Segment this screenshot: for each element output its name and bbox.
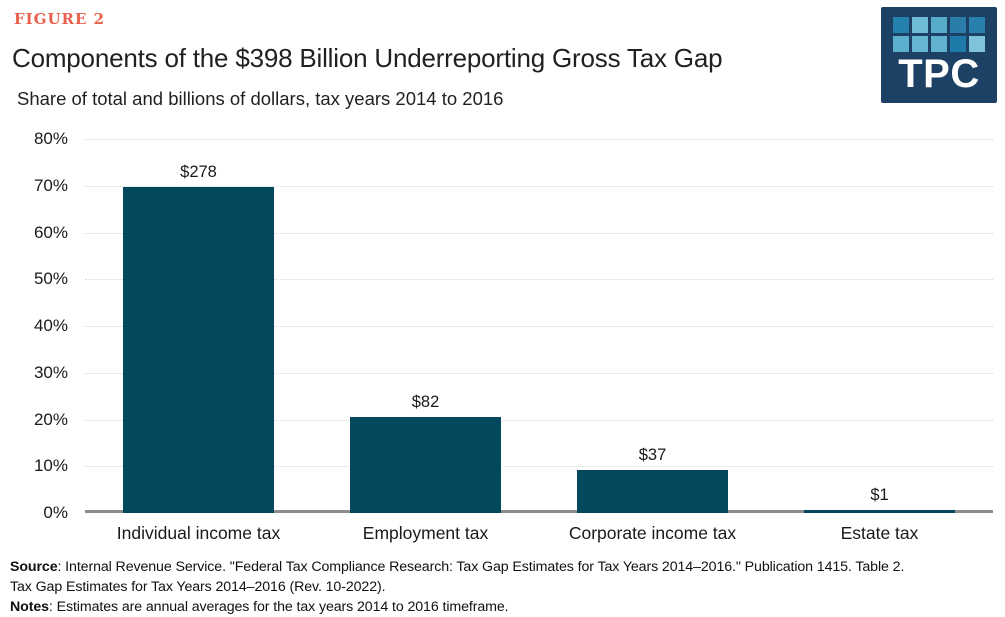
gridline-60 <box>85 232 993 234</box>
logo-square-r1-c0 <box>893 36 909 52</box>
bar-individual-income-tax <box>123 186 274 513</box>
x-axis-category-label-estate-tax: Estate tax <box>840 523 919 543</box>
y-axis-tick-label-0: 0% <box>43 503 68 522</box>
source-text: : Internal Revenue Service. "Federal Tax… <box>57 559 905 575</box>
chart-title: Components of the $398 Billion Underrepo… <box>12 43 723 73</box>
bar-employment-tax <box>350 416 501 513</box>
tpc-logo: TPC <box>881 7 997 103</box>
logo-square-r1-c1 <box>912 36 928 52</box>
logo-square-r1-c3 <box>950 36 966 52</box>
x-axis-category-label-employment-tax: Employment tax <box>362 523 489 543</box>
logo-square-r0-c3 <box>950 17 966 33</box>
bar-value-label-individual-income-tax: $278 <box>180 162 217 181</box>
source-line-2: Tax Gap Estimates for Tax Years 2014–201… <box>10 579 386 595</box>
notes-line: Notes: Estimates are annual averages for… <box>10 597 904 617</box>
figure-number-label: FIGURE 2 <box>14 10 106 28</box>
y-axis-tick-label-50: 50% <box>33 269 68 289</box>
chart-subtitle: Share of total and billions of dollars, … <box>17 88 504 109</box>
logo-square-r0-c1 <box>912 17 928 33</box>
x-axis-category-label-corporate-income-tax: Corporate income tax <box>568 523 737 543</box>
source-line-1: Source: Internal Revenue Service. "Feder… <box>10 557 904 577</box>
x-axis-category-label-individual-income-tax: Individual income tax <box>116 523 281 543</box>
y-axis-tick-label-40: 40% <box>33 316 68 335</box>
notes-text: : Estimates are annual averages for the … <box>48 599 509 615</box>
x-axis-baseline <box>85 510 993 513</box>
logo-square-r0-c2 <box>931 17 947 33</box>
gridline-70 <box>85 185 993 187</box>
y-axis-tick-label-20: 20% <box>33 409 68 429</box>
y-axis-tick-label-80: 80% <box>33 129 68 148</box>
bar-value-label-estate-tax: $1 <box>870 486 889 504</box>
logo-square-r1-c4 <box>969 36 985 52</box>
gridline-50 <box>85 279 993 281</box>
gridline-20 <box>85 419 993 421</box>
y-axis-tick-label-10: 10% <box>33 456 68 476</box>
y-axis-tick-label-30: 30% <box>33 362 68 382</box>
bar-value-label-employment-tax: $82 <box>411 392 440 411</box>
tpc-logo-squares-icon <box>893 17 985 52</box>
gridline-80 <box>85 139 993 140</box>
bar-estate-tax <box>804 510 955 513</box>
bar-corporate-income-tax <box>577 469 728 513</box>
logo-square-r1-c2 <box>931 36 947 52</box>
tpc-logo-text: TPC <box>898 52 980 96</box>
logo-square-r0-c4 <box>969 17 985 33</box>
y-axis-tick-label-60: 60% <box>33 222 68 242</box>
gridline-10 <box>85 466 993 468</box>
source-label: Source <box>10 559 58 575</box>
y-axis-tick-label-70: 70% <box>33 175 68 195</box>
notes-label: Notes <box>10 599 49 615</box>
gridline-30 <box>85 372 993 374</box>
logo-square-r0-c0 <box>893 17 909 33</box>
gridline-40 <box>85 326 993 327</box>
bar-value-label-corporate-income-tax: $37 <box>638 445 667 464</box>
footer-notes: Source: Internal Revenue Service. "Feder… <box>10 557 904 617</box>
